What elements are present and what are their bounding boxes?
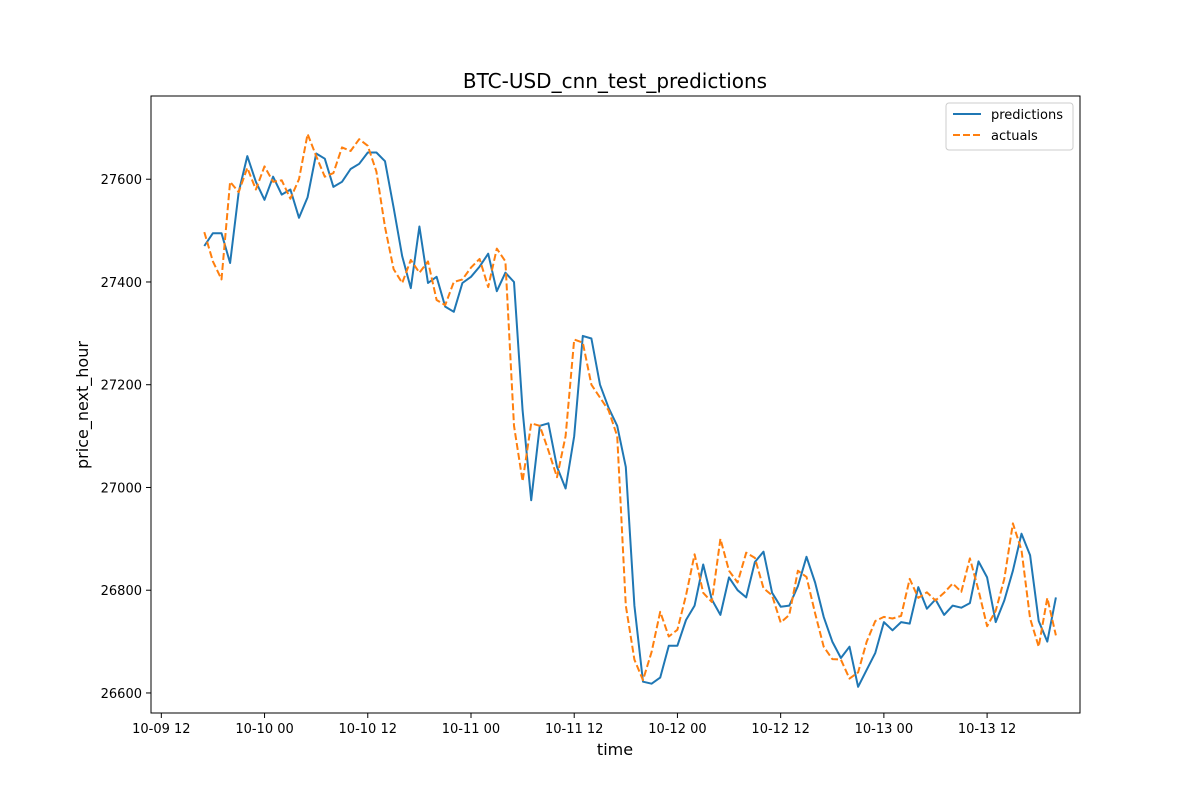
x-tick-label: 10-13 00 <box>855 722 913 737</box>
series-line-actuals <box>203 133 1057 682</box>
plot-area <box>203 133 1057 688</box>
series-line-predictions <box>203 151 1057 688</box>
plot-frame <box>150 95 1081 714</box>
x-tick-label: 10-09 12 <box>132 722 190 737</box>
y-tick-label: 26600 <box>101 687 142 702</box>
legend-label-actuals: actuals <box>991 129 1038 144</box>
x-tick-label: 10-11 00 <box>442 722 500 737</box>
x-tick-label: 10-10 00 <box>235 722 293 737</box>
x-tick-label: 10-13 12 <box>958 722 1016 737</box>
y-tick-label: 27200 <box>101 379 142 394</box>
y-tick-label: 27600 <box>101 173 142 188</box>
chart-title: BTC-USD_cnn_test_predictions <box>463 69 767 93</box>
x-tick-label: 10-11 12 <box>545 722 603 737</box>
y-tick-label: 27400 <box>101 276 142 291</box>
x-tick-label: 10-12 12 <box>751 722 809 737</box>
y-axis-label: price_next_hour <box>73 341 93 469</box>
legend-label-predictions: predictions <box>991 108 1063 123</box>
x-axis: 10-09 12 10-10 00 10-10 12 10-11 00 10-11 12… <box>132 713 1016 737</box>
y-tick-label: 26800 <box>101 584 142 599</box>
x-tick-label: 10-12 00 <box>648 722 706 737</box>
x-axis-label: time <box>597 740 633 759</box>
y-axis: 26600 26800 27000 27200 27400 27600 <box>101 173 151 702</box>
y-tick-label: 27000 <box>101 481 142 496</box>
x-tick-label: 10-10 12 <box>339 722 397 737</box>
legend: predictions actuals <box>945 102 1074 151</box>
